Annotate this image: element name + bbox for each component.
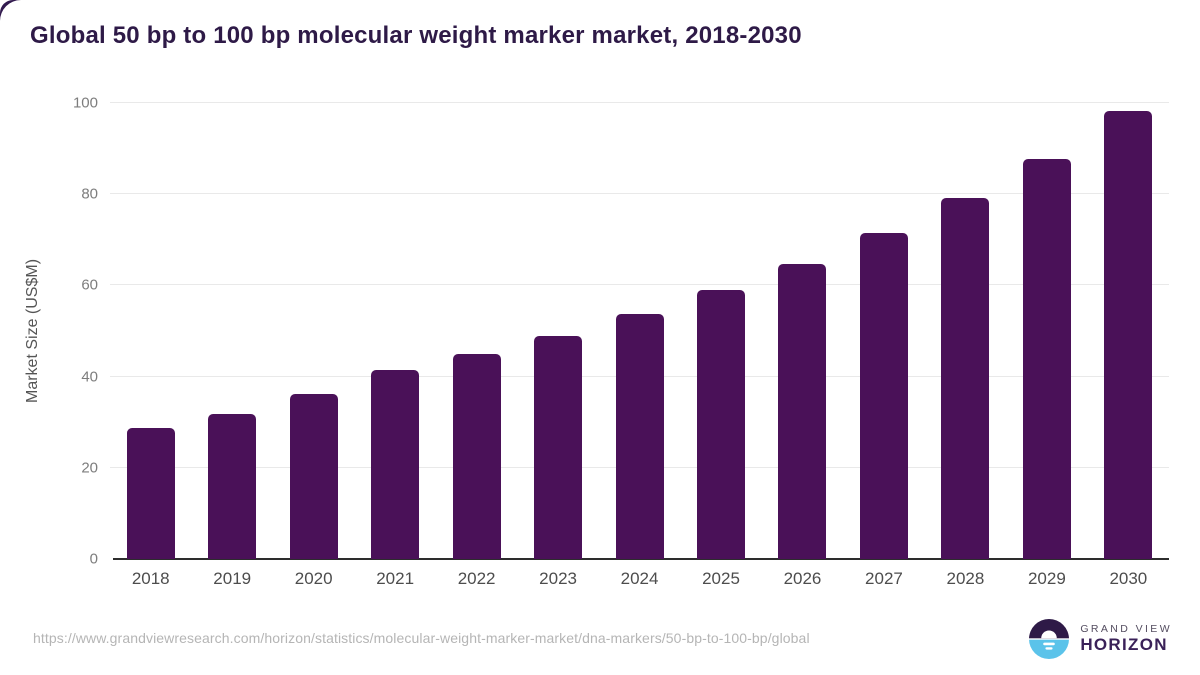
- source-url: https://www.grandviewresearch.com/horizo…: [33, 630, 810, 646]
- x-axis-line: [113, 558, 1169, 560]
- bar-slot-2030: [1088, 103, 1169, 559]
- gridline-80: [110, 193, 1169, 195]
- y-tick-label-40: 40: [81, 368, 98, 386]
- x-tick-label-2025: 2025: [702, 569, 740, 588]
- x-tick-label-2018: 2018: [131, 569, 170, 588]
- y-tick-label-60: 60: [81, 276, 98, 294]
- horizon-logo-icon: [1029, 619, 1070, 659]
- x-tick-label-2026: 2026: [783, 569, 822, 588]
- gridline-60: [110, 284, 1169, 286]
- bar-slot-2027: [843, 103, 924, 559]
- x-tick-label-2022: 2022: [457, 569, 496, 588]
- bar-2018: [126, 427, 175, 559]
- gridline-100: [110, 102, 1169, 103]
- x-tick-label-2029: 2029: [1027, 569, 1066, 588]
- x-tick-label-2028: 2028: [946, 569, 985, 588]
- bars-container: [110, 103, 1169, 559]
- bar-2030: [1104, 111, 1153, 559]
- bar-2021: [371, 369, 420, 559]
- bar-2022: [452, 354, 501, 559]
- bar-slot-2022: [436, 103, 517, 559]
- bar-2023: [534, 335, 583, 559]
- x-tick-label-2030: 2030: [1109, 569, 1148, 588]
- corner-decoration: [0, 0, 21, 21]
- y-tick-label-100: 100: [72, 94, 98, 112]
- x-tick-label-2019: 2019: [213, 569, 252, 588]
- logo-wordmark: GRAND VIEW HORIZON: [1080, 623, 1172, 655]
- x-tick-label-2024: 2024: [620, 569, 659, 588]
- bar-slot-2026: [762, 103, 843, 559]
- bar-slot-2029: [1006, 103, 1087, 559]
- bar-slot-2023: [517, 103, 598, 559]
- bar-slot-2020: [273, 103, 354, 559]
- bar-2019: [208, 413, 257, 559]
- bar-2020: [289, 394, 338, 559]
- bar-2024: [615, 314, 664, 559]
- bar-2026: [778, 263, 827, 559]
- y-tick-label-0: 0: [89, 550, 98, 568]
- bar-slot-2018: [110, 103, 191, 559]
- x-tick-label-2027: 2027: [865, 569, 903, 588]
- bar-2025: [697, 289, 746, 559]
- x-tick-label-2023: 2023: [539, 569, 577, 588]
- x-tick-label-2020: 2020: [294, 569, 333, 588]
- bar-2028: [941, 198, 990, 559]
- y-tick-label-80: 80: [81, 185, 98, 203]
- x-axis-labels: 2018 2019 2020 2021 2022 2023 2024 2025 2026 2027…: [110, 569, 1169, 589]
- bar-slot-2019: [191, 103, 272, 559]
- chart-title: Global 50 bp to 100 bp molecular weight …: [30, 22, 802, 49]
- logo-text-horizon: HORIZON: [1080, 635, 1168, 655]
- bar-slot-2025: [680, 103, 761, 559]
- grand-view-horizon-logo: GRAND VIEW HORIZON: [1029, 619, 1172, 659]
- plot-area: 0 20 40 60 80 100: [73, 96, 1169, 567]
- bar-2029: [1022, 158, 1071, 559]
- logo-text-grand-view: GRAND VIEW: [1080, 623, 1172, 636]
- bar-slot-2028: [925, 103, 1006, 559]
- y-axis-title: Market Size (US$M): [24, 258, 41, 404]
- y-tick-label-20: 20: [81, 459, 98, 477]
- bar-slot-2021: [354, 103, 435, 559]
- x-tick-label-2021: 2021: [376, 569, 415, 588]
- bar-slot-2024: [599, 103, 680, 559]
- bar-2027: [859, 233, 908, 559]
